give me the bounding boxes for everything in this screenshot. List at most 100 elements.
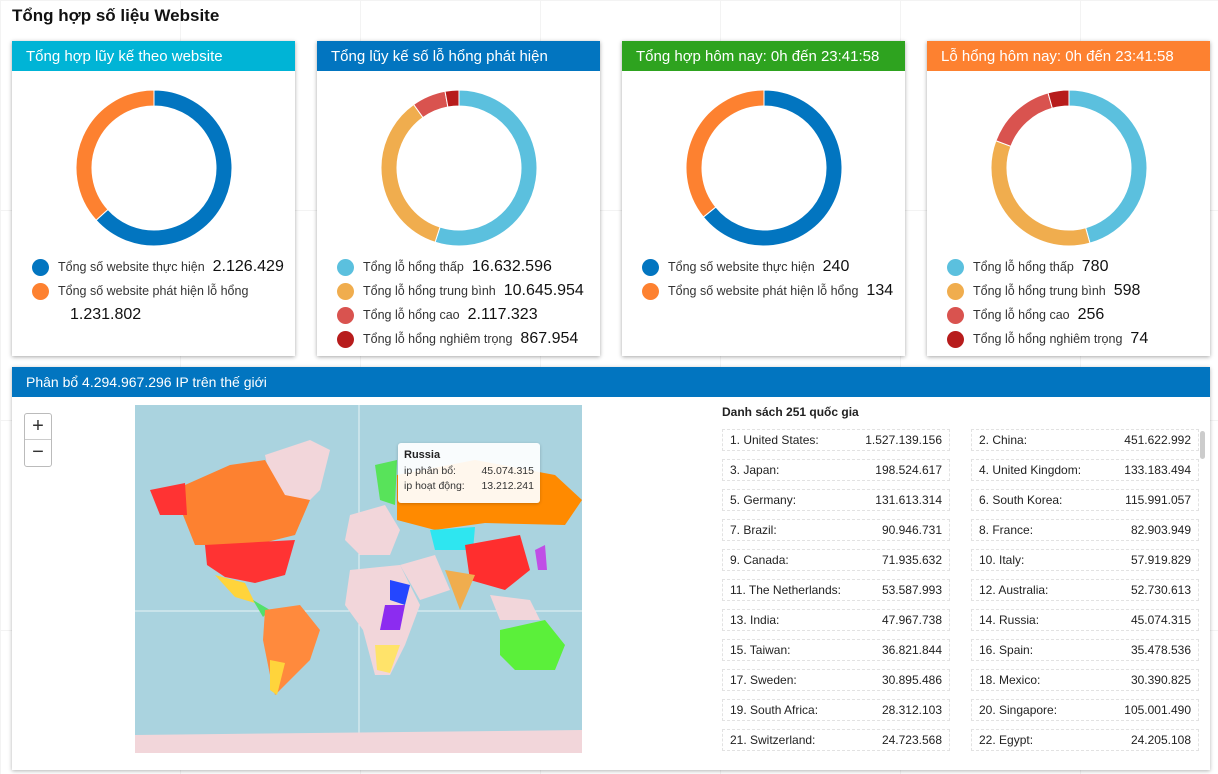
legend-dot-icon [337,282,354,300]
country-list-item[interactable]: 13. India: 47.967.738 [722,609,950,631]
legend-value: 780 [1081,258,1109,275]
country-ip-count: 53.587.993 [881,583,942,597]
zoom-in-button[interactable]: + [25,414,51,440]
country-ip-count: 36.821.844 [881,643,942,657]
country-list-item[interactable]: 16. Spain: 35.478.536 [971,639,1199,661]
zoom-out-button[interactable]: − [32,441,44,463]
legend-dot-icon [337,306,354,324]
card-header: Tổng lũy kế số lỗ hổng phát hiện [317,41,600,71]
country-name: 22. Egypt: [979,733,1034,747]
country-name: 1. United States: [730,433,819,447]
tooltip-country: Russia [404,449,441,461]
legend-value: 2.126.429 [212,258,284,275]
donut-chart [685,89,843,247]
legend-dot-icon [947,282,964,300]
country-list-item[interactable]: 5. Germany: 131.613.314 [722,489,950,511]
country-list-scrollbar[interactable] [1200,431,1205,459]
legend-item: Tổng số website phát hiện lỗ hổng [32,279,289,303]
country-list-item[interactable]: 2. China: 451.622.992 [971,429,1199,451]
country-name: 3. Japan: [730,463,780,477]
world-map[interactable]: Russia ip phân bổ: 45.074.315 ip hoạt độn… [135,405,582,753]
country-name: 8. France: [979,523,1034,537]
donut-slice[interactable] [990,140,1091,247]
donut-chart [380,89,538,247]
country-list-item[interactable]: 6. South Korea: 115.991.057 [971,489,1199,511]
legend-item: Tổng lỗ hổng trung bình 598 [947,279,1204,303]
donut-slice[interactable] [380,103,441,243]
country-list-item[interactable]: 11. The Netherlands: 53.587.993 [722,579,950,601]
country-name: 15. Taiwan: [730,643,791,657]
legend-dot-icon [32,258,49,276]
country-name: 11. The Netherlands: [730,583,841,597]
donut-slice[interactable] [995,92,1053,147]
australia [500,620,565,670]
card-header: Tổng hợp hôm nay: 0h đến 23:41:58 [622,41,905,71]
country-name: 4. United Kingdom: [979,463,1082,477]
legend-item: Tổng lỗ hổng cao 2.117.323 [337,303,594,327]
country-list-item[interactable]: 21. Switzerland: 24.723.568 [722,729,950,751]
country-list-item[interactable]: 3. Japan: 198.524.617 [722,459,950,481]
country-list-title: Danh sách 251 quốc gia [722,405,859,419]
chart-legend: Tổng lỗ hổng thấp 16.632.596 Tổng lỗ hổng … [337,255,594,351]
country-list-item[interactable]: 8. France: 82.903.949 [971,519,1199,541]
legend-dot-icon [642,282,659,300]
donut-slice[interactable] [434,89,538,247]
country-ip-count: 30.895.486 [881,673,942,687]
legend-label: Tổng số website thực hiện [668,260,815,274]
legend-value: 16.632.596 [471,258,552,275]
country-list-item[interactable]: 22. Egypt: 24.205.108 [971,729,1199,751]
legend-label: Tổng lỗ hổng thấp [363,260,464,274]
country-list-item[interactable]: 19. South Africa: 28.312.103 [722,699,950,721]
country-list-item[interactable]: 14. Russia: 45.074.315 [971,609,1199,631]
country-name: 9. Canada: [730,553,789,567]
legend-dot-icon [32,282,49,300]
legend-dot-icon [337,258,354,276]
country-list-item[interactable]: 17. Sweden: 30.895.486 [722,669,950,691]
legend-label: Tổng số website phát hiện lỗ hổng [668,284,859,298]
summary-card: Tổng hợp hôm nay: 0h đến 23:41:58 Tổng số… [622,41,905,356]
legend-item: Tổng lỗ hổng thấp 780 [947,255,1204,279]
usa [205,540,295,583]
country-ip-count: 71.935.632 [881,553,942,567]
legend-item: Tổng lỗ hổng nghiêm trọng 74 [947,327,1204,351]
country-name: 6. South Korea: [979,493,1063,507]
legend-value: 134 [866,282,894,299]
summary-card: Tổng hợp lũy kế theo website Tổng số webs… [12,41,295,356]
country-list-item[interactable]: 18. Mexico: 30.390.825 [971,669,1199,691]
legend-label: Tổng lỗ hổng trung bình [363,284,496,298]
country-list-item[interactable]: 7. Brazil: 90.946.731 [722,519,950,541]
country-ip-count: 105.001.490 [1124,703,1191,717]
donut-slice[interactable] [95,89,233,247]
tooltip-active-value: 13.212.241 [481,480,534,492]
country-list-item[interactable]: 10. Italy: 57.919.829 [971,549,1199,571]
donut-slice[interactable] [685,89,765,218]
country-name: 12. Australia: [979,583,1049,597]
country-list-item[interactable]: 1. United States: 1.527.139.156 [722,429,950,451]
tooltip-active-label: ip hoạt động: [404,480,465,492]
country-list-item[interactable]: 15. Taiwan: 36.821.844 [722,639,950,661]
summary-card: Tổng lũy kế số lỗ hổng phát hiện Tổng lỗ … [317,41,600,356]
country-list-item[interactable]: 9. Canada: 71.935.632 [722,549,950,571]
legend-dot-icon [947,258,964,276]
legend-item: Tổng lỗ hổng trung bình 10.645.954 [337,279,594,303]
south-africa [375,645,400,673]
country-list-item[interactable]: 20. Singapore: 105.001.490 [971,699,1199,721]
india [445,570,475,610]
country-list: 1. United States: 1.527.139.156 2. China: 4… [722,429,1200,751]
donut-slice[interactable] [444,89,460,108]
east-africa [390,580,410,605]
donut-slice[interactable] [1068,89,1148,244]
ip-distribution-section: Phân bổ 4.294.967.296 IP trên thế giới +… [12,367,1210,770]
country-name: 5. Germany: [730,493,797,507]
legend-dot-icon [947,306,964,324]
donut-slice[interactable] [1047,89,1070,109]
donut-slice[interactable] [75,89,155,221]
country-list-item[interactable]: 4. United Kingdom: 133.183.494 [971,459,1199,481]
country-list-item[interactable]: 12. Australia: 52.730.613 [971,579,1199,601]
country-name: 7. Brazil: [730,523,777,537]
tooltip-allocated-label: ip phân bổ: [404,465,456,477]
country-name: 19. South Africa: [730,703,819,717]
country-name: 2. China: [979,433,1028,447]
page-title: Tổng hợp số liệu Website [12,6,220,25]
country-name: 13. India: [730,613,780,627]
